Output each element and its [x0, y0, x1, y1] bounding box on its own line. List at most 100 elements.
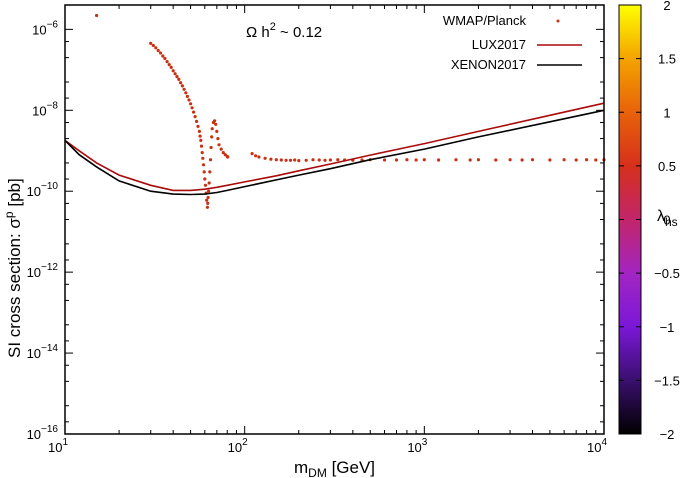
x-axis-title-base: m	[294, 458, 308, 477]
colorbar-tick-label-6: −1	[660, 320, 675, 335]
data-point-wmap-planck-92	[520, 158, 524, 162]
y-tick-label-2: 10−12	[27, 262, 59, 280]
data-point-wmap-planck-61	[254, 154, 258, 158]
series-line-lux2017	[64, 102, 605, 192]
y-tick-exp: −14	[41, 343, 58, 354]
x-tick-exp: 1	[62, 437, 68, 448]
data-point-wmap-planck-52	[215, 129, 219, 133]
data-point-wmap-planck-97	[585, 158, 589, 162]
data-point-wmap-planck-29	[199, 138, 203, 142]
colorbar-tick-label-8: −2	[660, 427, 675, 442]
data-point-wmap-planck-54	[217, 143, 221, 147]
data-point-wmap-planck-30	[199, 144, 204, 148]
data-point-wmap-planck-46	[209, 145, 213, 150]
data-point-wmap-planck-31	[200, 151, 204, 155]
data-point-wmap-planck-93	[530, 158, 535, 162]
data-point-wmap-planck-23	[192, 110, 196, 114]
data-point-wmap-planck-84	[414, 158, 418, 162]
y-axis-title-rest: [pb]	[5, 178, 24, 211]
data-point-wmap-planck-44	[208, 170, 212, 174]
data-point-wmap-planck-94	[548, 158, 552, 162]
data-point-wmap-planck-74	[323, 158, 327, 162]
data-point-wmap-planck-53	[216, 137, 220, 141]
data-point-wmap-planck-43	[207, 181, 211, 185]
data-point-wmap-planck-4	[156, 48, 160, 53]
data-point-wmap-planck-42	[207, 189, 211, 193]
data-point-wmap-planck-34	[202, 170, 206, 174]
data-point-wmap-planck-70	[297, 159, 301, 163]
data-point-wmap-planck-66	[279, 158, 283, 162]
data-point-wmap-planck-55	[219, 147, 223, 151]
x-tick-label-1: 102	[228, 437, 248, 455]
data-point-wmap-planck-8	[165, 60, 169, 64]
annotation-base: Ω h	[246, 24, 270, 41]
data-point-wmap-planck-98	[594, 158, 598, 162]
y-tick-exp: −10	[41, 181, 58, 192]
data-point-wmap-planck-15	[179, 81, 183, 85]
data-point-wmap-planck-88	[468, 158, 472, 162]
x-axis-title-rest: [GeV]	[327, 458, 375, 477]
colorbar-tick-label-2: 1	[663, 105, 670, 120]
legend: WMAP/Planck LUX2017 XENON2017	[443, 13, 582, 72]
data-point-wmap-planck-38	[205, 198, 209, 202]
data-point-wmap-planck-56	[221, 151, 225, 155]
data-point-wmap-planck-3	[154, 46, 158, 50]
legend-label-wmap-planck: WMAP/Planck	[443, 13, 527, 28]
data-point-wmap-planck-19	[185, 94, 189, 98]
data-point-wmap-planck-96	[574, 158, 578, 162]
data-point-wmap-planck-14	[177, 77, 181, 81]
data-point-wmap-planck-41	[206, 195, 210, 200]
x-tick-exp: 2	[242, 437, 248, 448]
data-point-wmap-planck-17	[182, 87, 186, 91]
data-point-wmap-planck-62	[257, 155, 261, 159]
y-tick-label-5: 10−6	[32, 19, 58, 37]
x-tick-label-3: 104	[587, 437, 607, 455]
data-point-wmap-planck-89	[476, 158, 480, 162]
data-point-wmap-planck-2	[151, 43, 155, 48]
data-point-wmap-planck-25	[195, 119, 199, 123]
data-point-wmap-planck-6	[161, 54, 165, 58]
y-tick-exp: −16	[41, 424, 58, 435]
x-axis-title: mDM [GeV]	[294, 458, 375, 478]
data-point-wmap-planck-40	[206, 201, 210, 205]
y-tick-exp: −6	[47, 19, 59, 30]
colorbar-tick-label-7: −1.5	[654, 373, 680, 388]
data-point-wmap-planck-45	[208, 158, 213, 162]
colorbar-tick-label-1: 1.5	[658, 52, 676, 67]
data-point-wmap-planck-59	[226, 155, 230, 159]
legend-item-lux2017: LUX2017	[472, 37, 582, 52]
x-axis-title-sub: DM	[308, 466, 327, 478]
data-point-wmap-planck-73	[317, 158, 321, 162]
colorbar-ticks: 2 1.5 1 0.5 0 −0.5 −1 −1.5 −2	[619, 0, 680, 442]
y-tick-label-4: 10−8	[32, 100, 58, 118]
series-layer	[64, 13, 606, 209]
data-point-wmap-planck-60	[250, 152, 254, 156]
data-point-wmap-planck-32	[201, 156, 205, 160]
data-point-wmap-planck-22	[190, 106, 194, 110]
data-point-wmap-planck-86	[437, 158, 441, 162]
data-point-wmap-planck-47	[210, 135, 214, 139]
data-point-wmap-planck-63	[263, 156, 267, 160]
annotation-rest: ~ 0.12	[276, 24, 322, 41]
annotation-sup: 2	[270, 21, 276, 33]
colorbar-tick-label-3: 0.5	[658, 159, 676, 174]
data-point-wmap-planck-1	[149, 41, 153, 46]
data-point-wmap-planck-11	[171, 69, 175, 73]
colorbar-label-sub: hs	[665, 215, 678, 229]
data-point-wmap-planck-9	[167, 63, 171, 67]
colorbar-tick-label-5: −0.5	[654, 266, 680, 281]
y-tick-exp: −12	[41, 262, 58, 273]
legend-item-wmap-planck: WMAP/Planck	[443, 13, 560, 28]
data-point-wmap-planck-67	[284, 158, 288, 162]
series-line-xenon2017	[64, 109, 605, 196]
data-point-wmap-planck-27	[197, 129, 201, 133]
data-point-wmap-planck-91	[508, 158, 512, 162]
legend-label-lux2017: LUX2017	[472, 37, 526, 52]
y-tick-label-3: 10−10	[27, 181, 59, 199]
data-point-wmap-planck-0	[95, 13, 99, 18]
data-point-wmap-planck-81	[382, 158, 387, 162]
data-point-wmap-planck-95	[562, 158, 566, 162]
x-tick-exp: 3	[422, 437, 428, 448]
data-point-wmap-planck-5	[158, 51, 163, 55]
